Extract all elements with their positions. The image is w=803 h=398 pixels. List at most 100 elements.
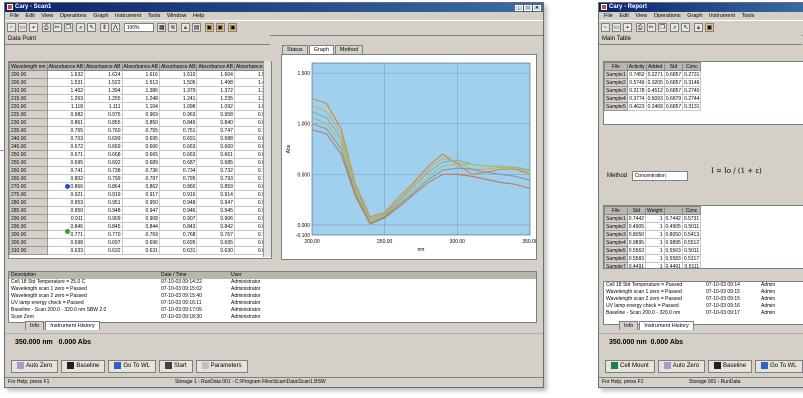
tab-method[interactable]: Method (334, 45, 364, 54)
table-row[interactable]: Sample3 0.2178 0.4512 0.6857 0.2740 (604, 86, 702, 95)
zoom-icon[interactable]: ⌕ (76, 23, 86, 32)
cell-mount-button[interactable]: Cell Mount (605, 360, 655, 373)
tab-graph[interactable]: Graph (308, 45, 334, 54)
report-baseline-button[interactable]: Baseline (708, 360, 753, 373)
open-icon[interactable]: ▭ (18, 23, 27, 32)
table-row[interactable]: Sample1 0.7442 1 0.7442 0.5731 (604, 214, 702, 223)
t2-column-header[interactable]: Conc (682, 62, 702, 71)
save-icon[interactable]: ▪ (29, 23, 38, 32)
overlay-icon[interactable]: ≋ (168, 23, 178, 32)
report-menu-file[interactable]: File (604, 13, 613, 19)
report-copy-icon[interactable]: ❐ (657, 23, 667, 32)
cut-icon[interactable]: ✂ (52, 23, 62, 32)
report-title-bar[interactable]: Cary - Report (599, 3, 803, 12)
log-entry[interactable]: Baseline - Scan 200.0 - 320.0 nm SBW 2.0… (9, 307, 536, 314)
menu-operations[interactable]: Operations (59, 13, 87, 19)
report-save-icon[interactable]: ▪ (623, 23, 632, 32)
start-button[interactable]: Start (158, 360, 193, 373)
report-menu-instrument[interactable]: Instrument (709, 13, 736, 19)
grid-icon[interactable]: ▦ (157, 23, 167, 32)
log-entry[interactable]: Wavelength scan 2 zero = Passed 07-10-03 … (604, 296, 803, 303)
menu-tools[interactable]: Tools (147, 13, 161, 19)
close-icon[interactable]: × (533, 5, 541, 11)
report-tab-instrument-history[interactable]: Instrument History (639, 321, 694, 330)
menu-window[interactable]: Window (166, 13, 187, 19)
log-entry[interactable]: UV lamp energy check = Passed 07-10-03 09… (604, 303, 803, 310)
log-entry[interactable]: Baseline - Scan 200.0 - 320.0 nm 07-10-03… (604, 310, 803, 317)
t2-column-header[interactable]: Std (663, 62, 684, 71)
scale-icon[interactable]: ⇕ (100, 23, 110, 32)
peak-icon[interactable]: ⋀ (111, 23, 121, 32)
table-row[interactable]: Sample5 0.4623 0.2468 0.6857 0.3131 (604, 102, 702, 111)
t1-column-header[interactable]: Wavelength nm (9, 62, 48, 71)
report-open-icon[interactable]: ▭ (612, 23, 621, 32)
table-row[interactable]: Sample1 0.7452 0.2271 0.6857 0.2731 (604, 70, 702, 79)
table-row[interactable]: Sample2 0.4905 1 0.4905 0.5011 (604, 222, 702, 231)
log-entry[interactable]: Wavelength scan 1 zero = Passed 07-10-03 … (604, 289, 803, 296)
report-icon[interactable]: ▣ (204, 23, 214, 32)
t3-column-header[interactable]: Conc (681, 206, 702, 215)
report-menu-edit[interactable]: Edit (619, 13, 629, 19)
tab-info[interactable]: Info (25, 321, 45, 330)
baseline-button[interactable]: Baseline (61, 360, 106, 373)
report-auto-zero-button[interactable]: Auto Zero (657, 360, 706, 373)
table-row[interactable]: Sample3 0.8050 1 0.8050 0.5413 (604, 230, 702, 239)
t3-column-header[interactable]: File (604, 206, 628, 215)
report-menu-tools[interactable]: Tools (741, 13, 755, 19)
menu-graph[interactable]: Graph (93, 13, 109, 19)
table-row[interactable]: Sample7 0.4491 1 0.4491 0.5111 (604, 262, 702, 268)
report-tab-info[interactable]: Info (619, 321, 639, 330)
go-to-wl-button[interactable]: Go To WL (108, 360, 156, 373)
menu-view[interactable]: View (41, 13, 54, 19)
t1-column-header[interactable]: Absorbance AB (84, 62, 123, 71)
report-menu-operations[interactable]: Operations (653, 13, 681, 19)
report-menu-view[interactable]: View (635, 13, 648, 19)
log-entry[interactable]: Scan Zero 07-10-03 09:18:30 Administrator (9, 314, 536, 321)
report-cut-icon[interactable]: ✂ (646, 23, 656, 32)
table-scrollbar[interactable] (263, 61, 271, 257)
t1-column-header[interactable]: Absorbance AB (158, 62, 198, 71)
zoom-select[interactable]: 100% (123, 23, 154, 32)
report-print-icon[interactable]: ⎙ (635, 23, 645, 32)
report-cursor-icon[interactable]: ↖ (681, 23, 691, 32)
t3-column-header[interactable]: Std (626, 206, 647, 215)
report-zoom-icon[interactable]: ⌕ (670, 23, 680, 32)
export-icon[interactable]: ▣ (215, 23, 225, 32)
cursor-icon[interactable]: ↖ (87, 23, 97, 32)
table-row[interactable]: Sample2 0.5749 0.3205 0.6857 0.3146 (604, 78, 702, 87)
log-entry[interactable]: UV lamp energy check = Passed 07-10-03 09… (9, 300, 536, 307)
table-row[interactable]: Sample6 0.5583 1 0.5583 0.5317 (604, 254, 702, 263)
t2-column-header[interactable]: File (604, 62, 628, 71)
maximize-icon[interactable]: □ (524, 5, 532, 11)
method-select[interactable]: Concentration (631, 171, 688, 181)
report-graph-icon[interactable]: ▲ (694, 23, 704, 32)
auto-zero-button[interactable]: Auto Zero (11, 360, 59, 373)
table-row[interactable]: Sample4 0.3774 0.5093 0.6879 0.2744 (604, 94, 702, 103)
menu-help[interactable]: Help (193, 13, 205, 19)
table-row[interactable]: Sample4 0.9895 1 0.9895 0.5512 (604, 238, 702, 247)
copy-icon[interactable]: ❐ (63, 23, 73, 32)
menu-instrument[interactable]: Instrument (115, 13, 142, 19)
table-row[interactable]: Sample5 0.5563 1 0.5563 0.5011 (604, 246, 702, 255)
t2-column-header[interactable]: Added (645, 62, 665, 71)
spectrum-plot[interactable]: 200.00 250.00 300.00 350.00 1.500 1.000 0.500 0… (282, 55, 538, 259)
tab-instrument-history[interactable]: Instrument History (45, 321, 100, 330)
menu-file[interactable]: File (10, 13, 19, 19)
